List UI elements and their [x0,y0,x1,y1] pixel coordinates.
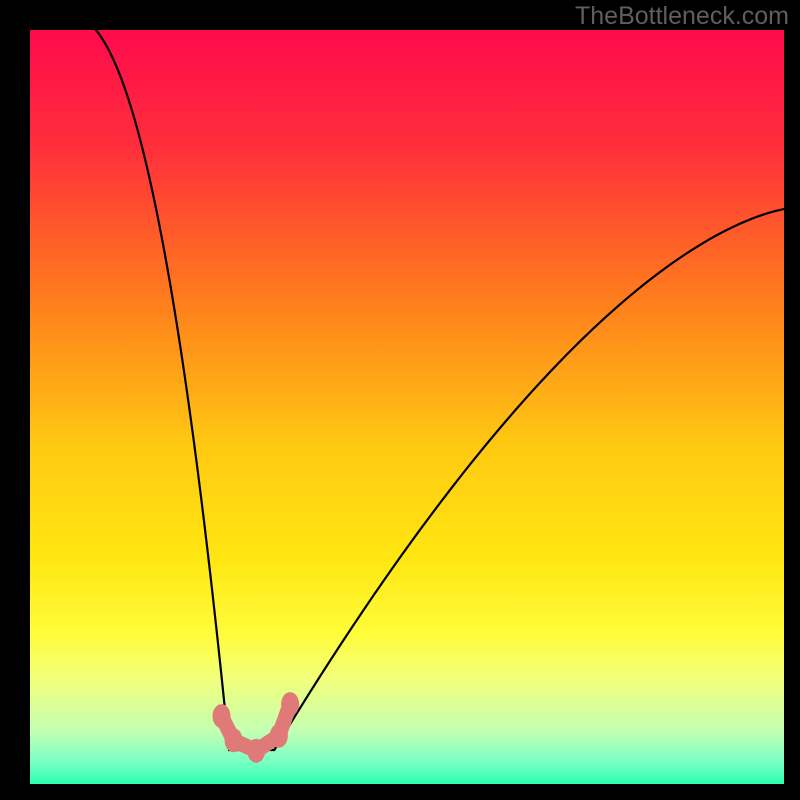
plot-area [30,30,784,784]
marker-overlay [30,30,784,784]
marker-point [213,704,231,728]
marker-point [247,739,265,763]
watermark-text: TheBottleneck.com [575,2,789,31]
marker-point [270,724,288,748]
marker-point [225,728,243,752]
chart-container: TheBottleneck.com [0,0,800,800]
marker-point [281,692,299,716]
